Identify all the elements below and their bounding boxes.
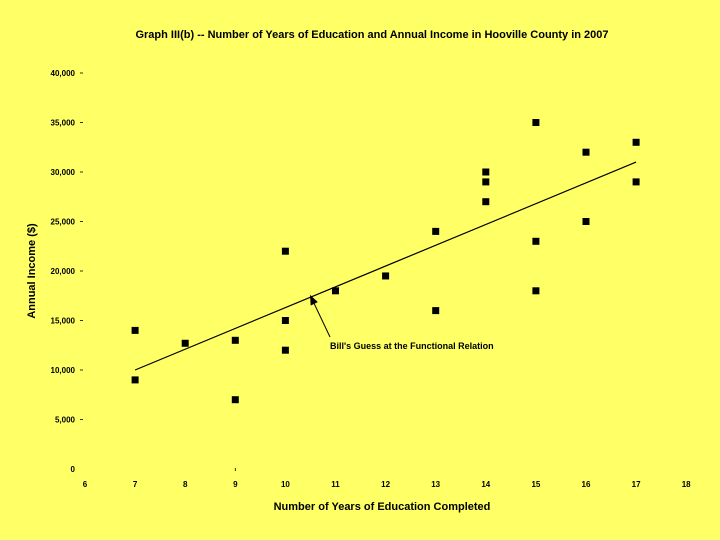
data-point — [532, 287, 540, 295]
x-tick-label: 13 — [431, 480, 440, 489]
data-points — [131, 119, 640, 404]
y-tick-label: 35,000 — [51, 119, 76, 128]
annotation-arrow — [309, 294, 331, 338]
x-tick-label: 10 — [281, 480, 290, 489]
y-tick-label: 15,000 — [51, 317, 76, 326]
data-point — [482, 198, 490, 206]
x-axis: 6 7 8 9 10 11 12 13 14 15 16 17 18 — [83, 468, 691, 489]
data-point — [482, 178, 490, 186]
data-point — [181, 339, 189, 347]
data-point — [281, 346, 289, 354]
y-tick-label: 25,000 — [51, 218, 76, 227]
data-point — [582, 148, 590, 156]
x-tick-label: 6 — [83, 480, 88, 489]
data-point — [231, 396, 239, 404]
annotation-text: Bill's Guess at the Functional Relation — [330, 341, 494, 351]
data-point — [131, 326, 139, 334]
data-point — [382, 272, 390, 280]
x-tick-label: 14 — [481, 480, 490, 489]
y-tick-label: 5,000 — [55, 416, 76, 425]
x-tick-label: 7 — [133, 480, 138, 489]
data-point — [482, 168, 490, 176]
y-tick-label: 0 — [71, 465, 76, 474]
x-tick-label: 16 — [582, 480, 591, 489]
y-axis: 0 5,000 10,000 15,000 20,000 25,000 30,000 35,0… — [51, 69, 83, 474]
x-tick-label: 11 — [331, 480, 340, 489]
y-axis-label: Annual Income ($) — [26, 223, 38, 319]
x-tick-label: 12 — [381, 480, 390, 489]
data-point — [432, 227, 440, 235]
y-tick-label: 30,000 — [51, 168, 76, 177]
data-point — [432, 307, 440, 315]
data-point — [281, 317, 289, 324]
data-point — [632, 178, 640, 186]
data-point — [582, 218, 590, 225]
annotation-group: Bill's Guess at the Functional Relation — [309, 294, 494, 351]
data-point — [632, 138, 640, 146]
x-tick-label: 17 — [632, 480, 641, 489]
y-tick-label: 40,000 — [51, 69, 76, 78]
data-point — [532, 119, 540, 126]
x-axis-label: Number of Years of Education Completed — [274, 501, 491, 513]
y-tick-label: 20,000 — [51, 267, 76, 276]
data-point — [281, 247, 289, 255]
x-tick-label: 18 — [682, 480, 691, 489]
x-tick-label: 8 — [183, 480, 188, 489]
data-point — [332, 287, 339, 295]
y-tick-label: 10,000 — [51, 366, 76, 375]
chart-title: Graph III(b) -- Number of Years of Educa… — [135, 29, 608, 41]
data-point — [131, 376, 139, 384]
trend-line — [134, 161, 637, 371]
x-tick-label: 9 — [233, 480, 238, 489]
data-point — [532, 237, 540, 245]
x-tick-label: 15 — [531, 480, 540, 489]
trend-line-group — [134, 161, 637, 371]
data-point — [231, 336, 239, 344]
